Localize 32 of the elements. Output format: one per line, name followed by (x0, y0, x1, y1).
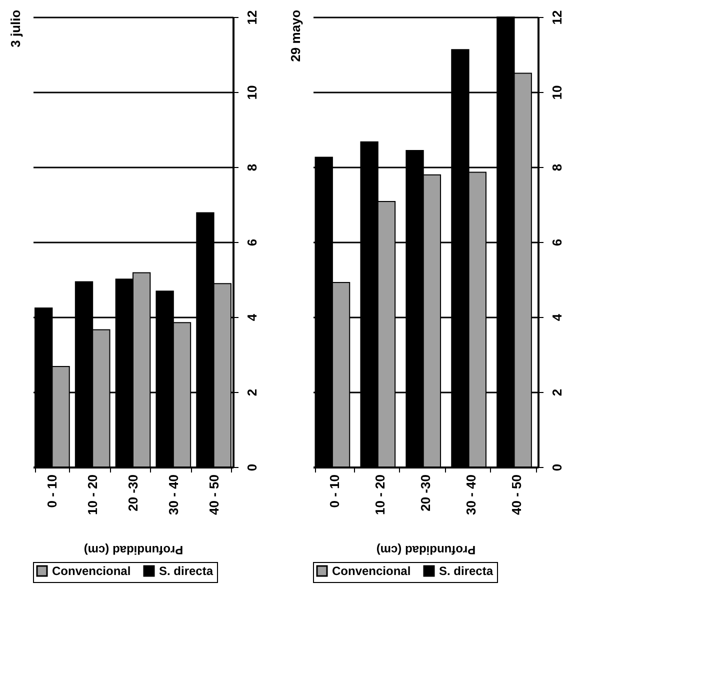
x-axis-title: Profundidad (cm) (376, 542, 476, 557)
y-tick-label: 4 (244, 313, 260, 322)
x-tick-label: 30 - 40 (166, 474, 181, 515)
x-tick-label: 10 - 20 (85, 474, 100, 515)
x-axis-title: Profundidad (cm) (84, 542, 184, 557)
y-tick-label: 8 (244, 164, 260, 172)
y-tick-label: 6 (550, 238, 564, 246)
y-tick-label: 6 (244, 238, 260, 246)
y-tick-label: 12 (550, 10, 564, 25)
chart-title: 3 julio (8, 10, 23, 48)
text: 29 mayo (288, 10, 303, 62)
legend-label: Convencional (52, 564, 131, 578)
legend-label: S. directa (439, 564, 494, 578)
x-tick-label: 0 - 10 (44, 474, 60, 508)
y-tick-label: 2 (550, 388, 564, 396)
x-tick-label: 0 - 10 (327, 474, 342, 508)
x-tick-label: 10 - 20 (372, 474, 388, 515)
x-tick-label: 40 - 50 (508, 474, 524, 515)
x-tick-label: 30 - 40 (463, 474, 478, 515)
x-tick-label: 20 -30 (418, 474, 433, 512)
x-tick-label: 40 - 50 (206, 474, 222, 515)
y-tick-label: 4 (550, 313, 564, 322)
y-tick-label: 0 (244, 464, 260, 472)
y-tick-label: 2 (244, 388, 260, 396)
y-tick-label: 10 (550, 85, 564, 100)
legend-label: S. directa (159, 564, 214, 578)
legend-label: Convencional (332, 564, 411, 578)
y-tick-label: 10 (244, 85, 260, 100)
x-tick-label: 20 -30 (126, 474, 140, 512)
y-tick-label: 0 (550, 464, 564, 472)
y-tick-label: 8 (550, 164, 564, 172)
y-tick-label: 12 (244, 10, 260, 25)
